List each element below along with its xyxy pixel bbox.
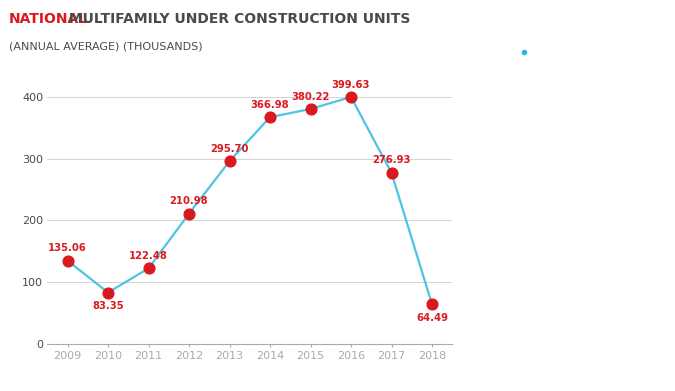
Text: MULTIFAMILY UNDER CONSTRUCTION UNITS: MULTIFAMILY UNDER CONSTRUCTION UNITS [64, 12, 410, 26]
Bar [482, 89, 516, 97]
FancyArrow shape [584, 65, 618, 95]
Text: 210.98: 210.98 [169, 196, 209, 206]
Text: NATIONAL: NATIONAL [9, 12, 88, 26]
Bar [520, 89, 555, 97]
Bar [543, 80, 562, 88]
Point [427, 301, 437, 307]
Bar [482, 70, 516, 78]
Point [346, 94, 356, 100]
Bar [482, 61, 566, 67]
Point [184, 210, 194, 217]
Text: ~600%: ~600% [491, 123, 617, 154]
Bar [520, 70, 555, 78]
Point [305, 106, 316, 112]
Text: 83.35: 83.35 [92, 301, 124, 311]
Point [265, 114, 275, 120]
Text: 295.70: 295.70 [211, 144, 248, 154]
Text: 276.93: 276.93 [373, 156, 410, 165]
Point [143, 265, 154, 271]
Text: 🏗: 🏗 [526, 50, 541, 74]
Text: 399.63: 399.63 [332, 79, 370, 90]
Point [62, 257, 73, 264]
Text: 135.06: 135.06 [48, 243, 87, 253]
Point [386, 170, 397, 176]
Text: 366.98: 366.98 [250, 100, 290, 110]
Text: 380.22: 380.22 [292, 91, 329, 102]
Point [224, 158, 235, 164]
Bar [482, 80, 501, 88]
Text: Percentage that
multifamily
units under
construction
have dropped
nationally sin: Percentage that multifamily units under … [491, 172, 588, 283]
Text: 122.48: 122.48 [129, 251, 168, 261]
Polygon shape [487, 30, 560, 62]
Point [103, 289, 113, 296]
Bar [505, 80, 539, 88]
Text: (ANNUAL AVERAGE) (THOUSANDS): (ANNUAL AVERAGE) (THOUSANDS) [9, 41, 202, 51]
Text: 64.49: 64.49 [416, 313, 448, 323]
